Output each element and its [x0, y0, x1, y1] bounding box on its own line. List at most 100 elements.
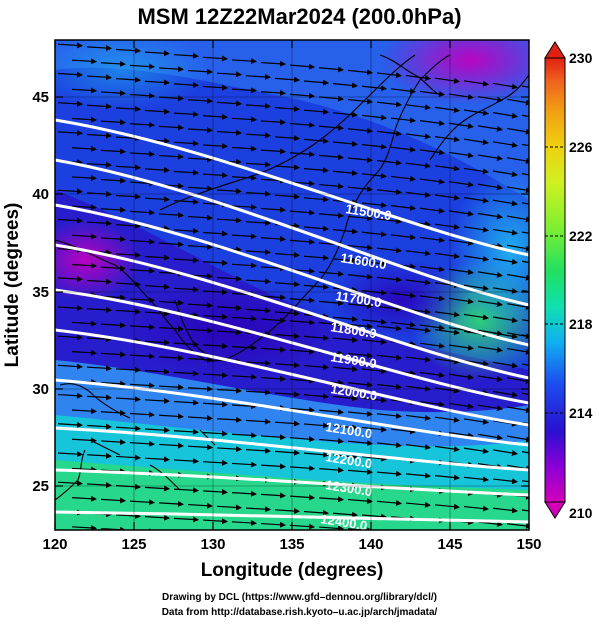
wind-arrow: [492, 316, 518, 324]
height-contour-line: [55, 158, 529, 307]
wind-arrow: [434, 416, 460, 423]
wind-arrow: [347, 186, 373, 193]
wind-arrow: [318, 408, 344, 415]
wind-arrow: [318, 496, 344, 503]
wind-arrow: [57, 480, 83, 487]
wind-arrow: [86, 45, 112, 52]
wind-arrow: [477, 96, 503, 103]
wind-arrow: [144, 368, 170, 375]
wind-arrow: [521, 392, 529, 396]
wind-arrow: [187, 243, 213, 250]
wind-arrow: [231, 315, 257, 322]
wind-arrow: [448, 297, 474, 305]
height-contour-line: [55, 118, 529, 257]
wind-arrow: [303, 167, 329, 174]
wind-arrow: [100, 60, 126, 67]
wind-arrow: [521, 480, 529, 483]
wind-arrow: [202, 489, 228, 496]
wind-arrow: [332, 336, 358, 343]
wind-arrow: [260, 521, 286, 528]
wind-arrow: [405, 327, 431, 334]
wind-arrow: [492, 449, 518, 456]
wind-arrow: [57, 217, 83, 224]
wind-arrow: [361, 172, 387, 179]
wind-arrow: [318, 270, 344, 277]
wind-arrow: [245, 389, 271, 396]
wind-arrow: [216, 304, 242, 311]
wind-arrow: [260, 463, 286, 470]
wind-arrow: [202, 372, 228, 379]
colorbar-tick-label: 226: [569, 139, 593, 155]
wind-arrow: [332, 170, 358, 177]
wind-arrow: [173, 370, 199, 377]
wind-arrow: [86, 161, 112, 168]
wind-arrow: [434, 165, 460, 172]
wind-arrow: [448, 239, 474, 246]
wind-arrow: [260, 434, 286, 441]
wind-arrow: [463, 359, 489, 367]
wind-arrow: [318, 95, 344, 102]
wind-arrow: [434, 445, 460, 453]
wind-arrow: [289, 297, 315, 304]
wind-arrow: [405, 74, 431, 81]
wind-arrow: [274, 508, 300, 515]
wind-arrow: [405, 444, 431, 451]
wind-arrow: [376, 247, 402, 254]
wind-arrow: [521, 509, 529, 512]
wind-arrow: [289, 348, 315, 355]
y-tick-label: 25: [32, 478, 49, 495]
wind-arrow: [405, 279, 431, 286]
wind-arrow: [71, 320, 97, 327]
wind-arrow: [115, 396, 141, 403]
wind-arrow: [57, 276, 83, 283]
x-tick-label: 140: [358, 536, 383, 553]
wind-arrow: [448, 402, 474, 410]
wind-arrow: [332, 366, 358, 373]
wind-arrow: [390, 428, 416, 435]
wind-arrow: [376, 276, 402, 283]
wind-arrow: [390, 204, 416, 211]
wind-arrow: [202, 84, 228, 91]
colorbar-gradient: [544, 57, 566, 503]
wind-arrow: [274, 193, 300, 200]
wind-arrow: [521, 334, 529, 337]
wind-arrow: [376, 499, 402, 506]
wind-arrow: [202, 113, 228, 120]
wind-arrow: [100, 409, 126, 416]
wind-arrow: [158, 325, 184, 332]
wind-arrow: [406, 532, 430, 534]
wind-arrow: [463, 418, 489, 425]
wind-arrow: [419, 371, 445, 379]
wind-arrow: [361, 260, 387, 267]
wind-arrow: [492, 287, 518, 294]
wind-arrow: [361, 426, 387, 433]
wind-arrow: [231, 344, 257, 351]
wind-arrow: [173, 140, 199, 147]
wind-arrow: [188, 534, 212, 535]
wind-arrow: [332, 82, 358, 89]
wind-arrow: [187, 327, 213, 334]
wind-arrow: [361, 143, 387, 150]
wind-arrow: [100, 380, 126, 387]
wind-arrow: [376, 130, 402, 137]
wind-arrow: [115, 513, 141, 519]
wind-arrow: [274, 310, 300, 317]
wind-arrow: [115, 164, 141, 171]
wind-arrow: [492, 82, 518, 90]
wind-arrow: [245, 278, 271, 285]
wind-arrow: [361, 114, 387, 121]
wind-arrow: [419, 236, 445, 243]
wind-arrow: [202, 430, 228, 437]
wind-arrow: [477, 183, 503, 191]
wind-arrow: [216, 188, 242, 195]
wind-arrow: [71, 87, 97, 94]
wind-arrow: [202, 401, 228, 408]
wind-arrow: [347, 440, 373, 447]
wind-arrow: [202, 259, 228, 266]
wind-arrow: [71, 145, 97, 152]
wind-arrow: [57, 71, 83, 78]
wind-arrow: [100, 206, 126, 213]
wind-arrow: [463, 80, 489, 87]
wind-arrow: [506, 347, 529, 355]
wind-arrow: [434, 252, 460, 260]
